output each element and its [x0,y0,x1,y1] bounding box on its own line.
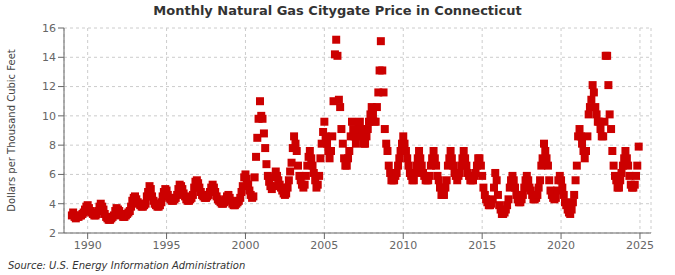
svg-text:1990: 1990 [74,239,102,252]
svg-text:16: 16 [42,22,56,35]
svg-text:10: 10 [42,110,56,123]
svg-text:4: 4 [49,198,56,211]
svg-text:2015: 2015 [468,239,496,252]
svg-text:2000: 2000 [231,239,259,252]
svg-text:2: 2 [49,227,56,240]
svg-text:2025: 2025 [626,239,654,252]
svg-text:6: 6 [49,168,56,181]
svg-text:14: 14 [42,51,56,64]
svg-text:1995: 1995 [153,239,181,252]
svg-text:8: 8 [49,139,56,152]
svg-text:2020: 2020 [547,239,575,252]
html-text:Source: U.S. Energy Informatio: Source: U.S. Energy Information Administ… [8,260,246,271]
svg-text:Dollars per Thousand Cubic Fee: Dollars per Thousand Cubic Feet [8,49,17,212]
svg-text:2005: 2005 [310,239,338,252]
html-text:Monthly Natural Gas Citygate P: Monthly Natural Gas Citygate Price in Co… [153,3,522,18]
svg-text:12: 12 [42,80,56,93]
svg-text:2010: 2010 [389,239,417,252]
